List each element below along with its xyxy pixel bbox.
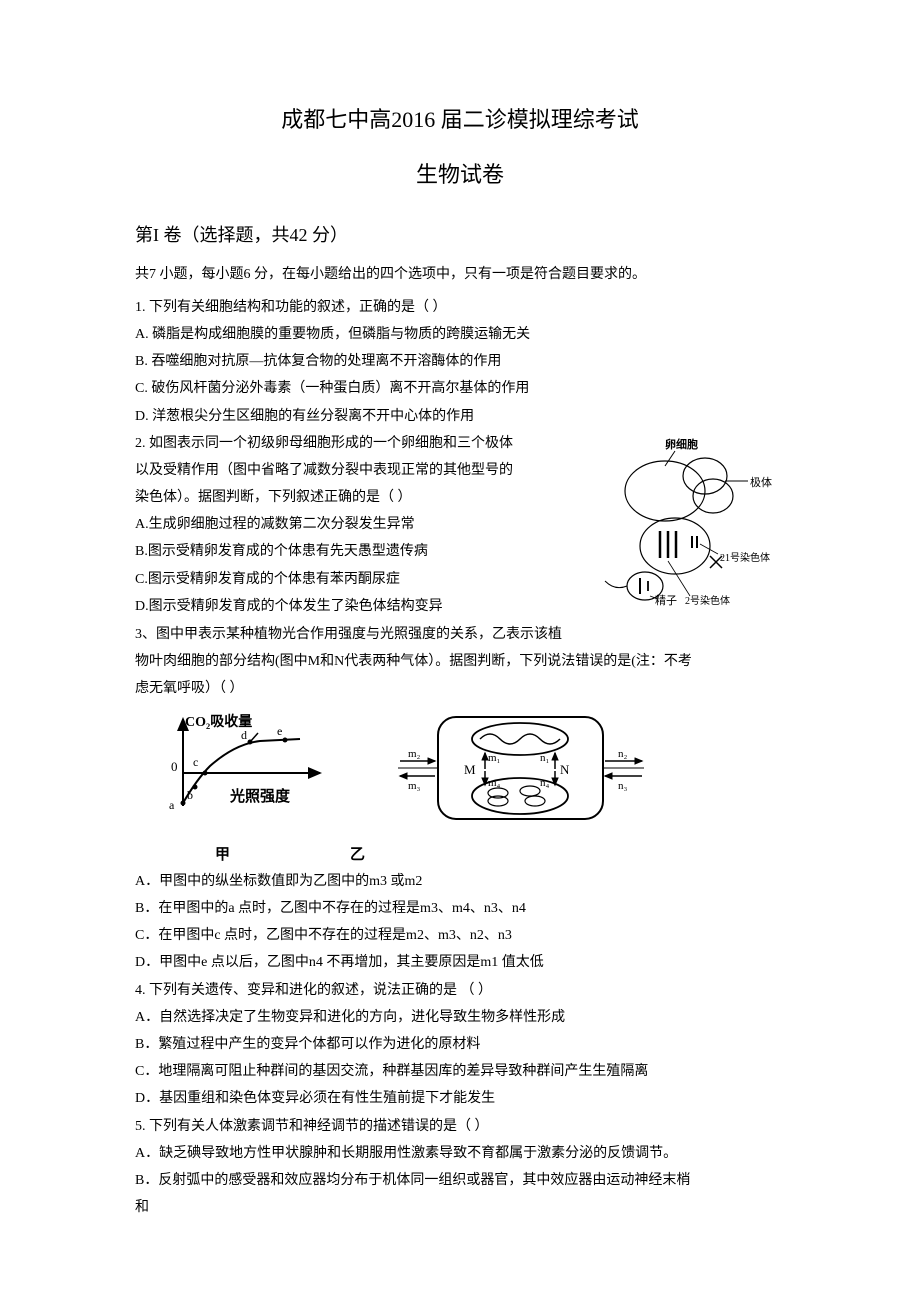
q1-stem: 1. 下列有关细胞结构和功能的叙述，正确的是（ ） <box>135 295 785 320</box>
label-21: 21号染色体 <box>720 551 770 564</box>
svg-text:0: 0 <box>171 759 178 774</box>
q2-text-block: 2. 如图表示同一个初级卵母细胞形成的一个卵细胞和三个极体 以及受精作用（图中省… <box>135 431 590 622</box>
q2-stem-line2: 以及受精作用（图中省略了减数分裂中表现正常的其他型号的 <box>135 458 590 483</box>
label-egg: 卵细胞 <box>665 437 698 451</box>
q4-option-a: A．自然选择决定了生物变异和进化的方向，进化导致生物多样性形成 <box>135 1005 785 1030</box>
q3-option-c: C．在甲图中c 点时，乙图中不存在的过程是m2、m3、n2、n3 <box>135 923 785 948</box>
q5-option-a: A．缺乏碘导致地方性甲状腺肿和长期服用性激素导致不育都属于激素分泌的反馈调节。 <box>135 1141 785 1166</box>
instructions: 共7 小题，每小题6 分，在每小题给出的四个选项中，只有一项是符合题目要求的。 <box>135 262 785 287</box>
diagram-left: CO₂吸收量 光照强度 0 a b c d e <box>155 711 330 837</box>
svg-text:m₂: m₂ <box>408 748 421 760</box>
svg-text:e: e <box>277 724 282 738</box>
svg-text:n₂: n₂ <box>618 748 628 760</box>
svg-text:n₁: n₁ <box>540 752 550 764</box>
svg-text:M: M <box>464 762 476 777</box>
diagram-right: M N m₁ m₄ n₁ n₄ m₂ m₃ n₂ n₃ <box>380 711 660 837</box>
q2-option-c: C.图示受精卵发育成的个体患有苯丙酮尿症 <box>135 567 590 592</box>
q5-option-b: B．反射弧中的感受器和效应器均分布于机体同一组织或器官，其中效应器由运动神经末梢 <box>135 1168 785 1193</box>
q1-option-c: C. 破伤风杆菌分泌外毒素（一种蛋白质）离不开高尔基体的作用 <box>135 376 785 401</box>
q2-option-d: D.图示受精卵发育成的个体发生了染色体结构变异 <box>135 594 590 619</box>
q1-option-b: B. 吞噬细胞对抗原—抗体复合物的处理离不开溶酶体的作用 <box>135 349 785 374</box>
q1-option-d: D. 洋葱根尖分生区细胞的有丝分裂离不开中心体的作用 <box>135 404 785 429</box>
q5-stem: 5. 下列有关人体激素调节和神经调节的描述错误的是（ ） <box>135 1114 785 1139</box>
section-header: 第I 卷（选择题，共42 分） <box>135 219 785 251</box>
svg-text:n₃: n₃ <box>618 780 628 792</box>
diagram-label-right: 乙 <box>350 842 365 869</box>
x-axis-label: 光照强度 <box>229 787 291 805</box>
svg-text:m₄: m₄ <box>488 777 501 789</box>
q2-option-b: B.图示受精卵发育成的个体患有先天愚型遗传病 <box>135 539 590 564</box>
q4-stem: 4. 下列有关遗传、变异和进化的叙述，说法正确的是 （ ） <box>135 978 785 1003</box>
q5-option-b-cont: 和 <box>135 1195 785 1220</box>
svg-text:m₁: m₁ <box>488 752 501 764</box>
q4-option-b: B．繁殖过程中产生的变异个体都可以作为进化的原材料 <box>135 1032 785 1057</box>
q3-stem-line3: 虑无氧呼吸）（ ） <box>135 676 785 701</box>
label-sperm: 精子 <box>655 594 677 607</box>
label-polar: 极体 <box>750 475 772 489</box>
svg-text:c: c <box>193 755 198 769</box>
title-main: 成都七中高2016 届二诊模拟理综考试 <box>135 100 785 140</box>
q4-option-d: D．基因重组和染色体变异必须在有性生殖前提下才能发生 <box>135 1086 785 1111</box>
q3-diagram: CO₂吸收量 光照强度 0 a b c d e <box>155 711 785 837</box>
q2-stem-line3: 染色体）。据图判断，下列叙述正确的是（ ） <box>135 485 590 510</box>
q2-container: 2. 如图表示同一个初级卵母细胞形成的一个卵细胞和三个极体 以及受精作用（图中省… <box>135 431 785 622</box>
q3-stem-line1: 3、图中甲表示某种植物光合作用强度与光照强度的关系，乙表示该植 <box>135 622 785 647</box>
svg-text:d: d <box>241 728 247 742</box>
q3-option-b: B．在甲图中的a 点时，乙图中不存在的过程是m3、m4、n3、n4 <box>135 896 785 921</box>
q3-stem-line2: 物叶肉细胞的部分结构(图中M和N代表两种气体）。据图判断，下列说法错误的是(注：… <box>135 649 785 674</box>
svg-text:b: b <box>187 788 193 802</box>
q2-stem-line1: 2. 如图表示同一个初级卵母细胞形成的一个卵细胞和三个极体 <box>135 431 590 456</box>
q2-figure: 卵细胞 极体 21号染色体 <box>600 431 785 622</box>
svg-text:a: a <box>169 798 175 812</box>
diagram-label-left: 甲 <box>215 842 230 869</box>
q3-option-d: D．甲图中e 点以后，乙图中n4 不再增加，其主要原因是m1 值太低 <box>135 950 785 975</box>
svg-text:n₄: n₄ <box>540 777 550 789</box>
q1-option-a: A. 磷脂是构成细胞膜的重要物质，但磷脂与物质的跨膜运输无关 <box>135 322 785 347</box>
q2-option-a: A.生成卵细胞过程的减数第二次分裂发生异常 <box>135 512 590 537</box>
svg-text:m₃: m₃ <box>408 780 421 792</box>
svg-text:N: N <box>560 762 570 777</box>
title-sub: 生物试卷 <box>135 155 785 195</box>
q3-option-a: A．甲图中的纵坐标数值即为乙图中的m3 或m2 <box>135 869 785 894</box>
q4-option-c: C．地理隔离可阻止种群间的基因交流，种群基因库的差异导致种群间产生生殖隔离 <box>135 1059 785 1084</box>
diagram-labels: 甲 乙 <box>215 842 785 869</box>
label-2: 2号染色体 <box>685 594 730 607</box>
